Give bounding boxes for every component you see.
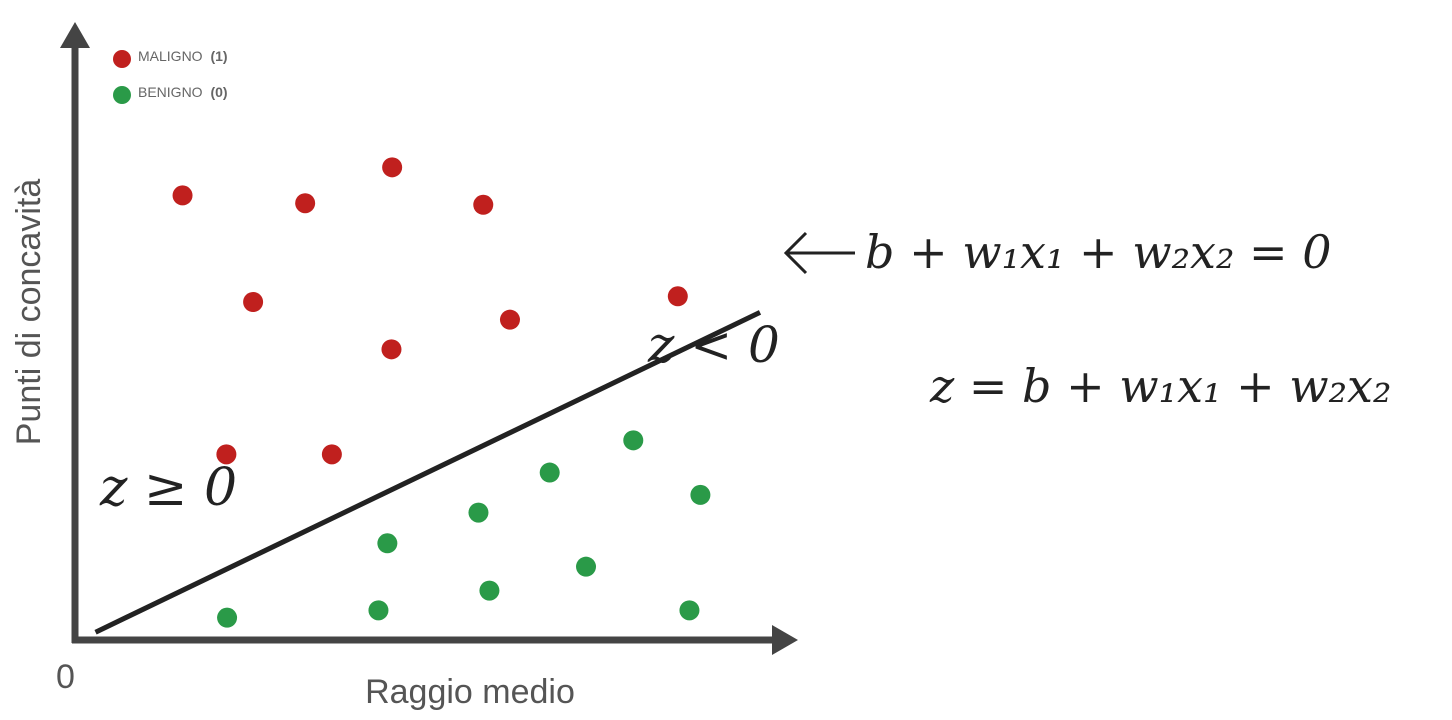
x-axis-arrowhead [772,625,798,655]
region-negative-label: z < 0 [647,316,780,374]
z-definition: z = b + w₁x₁ + w₂x₂ [929,359,1391,413]
region-positive-label: z ≥ 0 [99,458,237,518]
point-maligno-9 [321,444,342,465]
point-maligno-1 [172,185,193,206]
y-axis-label: Punti di concavità [10,179,48,446]
boundary-arrow [783,231,855,275]
legend-code-benigno: (0) [210,84,227,100]
point-benigno-10 [690,484,711,505]
point-maligno-6 [499,309,520,330]
legend-swatch-benigno [113,86,131,104]
boundary-arrow-head [783,231,808,275]
point-benigno-3 [479,580,500,601]
y-axis-arrowhead [60,22,90,48]
legend-swatch-maligno [113,50,131,68]
point-benigno-9 [623,430,644,451]
point-benigno-2 [368,600,389,621]
point-maligno-3 [382,157,403,178]
legend-name-maligno: MALIGNO [138,48,203,64]
point-benigno-8 [539,462,560,483]
point-benigno-6 [377,533,398,554]
point-maligno-2 [295,193,316,214]
point-maligno-4 [473,194,494,215]
point-benigno-7 [468,502,489,523]
legend-label-benigno: BENIGNO (0) [138,84,228,100]
point-maligno-10 [667,286,688,307]
point-benigno-1 [217,607,238,628]
legend-label-maligno: MALIGNO (1) [138,48,228,64]
point-benigno-4 [576,556,597,577]
decision-boundary-line [94,310,762,635]
legend-name-benigno: BENIGNO [138,84,203,100]
axes [60,22,798,655]
point-maligno-5 [243,292,264,312]
point-maligno-8 [216,444,237,465]
data-points [172,157,711,628]
x-axis-label: Raggio medio [365,673,575,711]
point-maligno-7 [381,339,402,360]
origin-label: 0 [56,658,75,696]
legend: MALIGNO (1) BENIGNO (0) [113,48,228,104]
boundary-equation: b + w₁x₁ + w₂x₂ = 0 [865,225,1331,279]
point-benigno-5 [679,600,700,621]
legend-code-maligno: (1) [210,48,227,64]
